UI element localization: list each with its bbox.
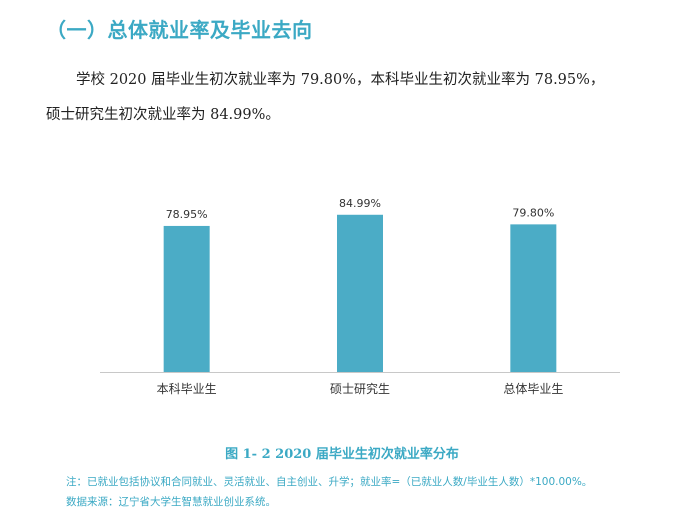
- bar-value-label-2: 84.99%: [339, 197, 381, 210]
- category-label-2: 硕士研究生: [330, 381, 390, 396]
- bar-3: [510, 224, 557, 372]
- figure-caption: 图 1- 2 2020 届毕业生初次就业率分布: [225, 447, 459, 462]
- summary-paragraph-line-1: 学校 2020 届毕业生初次就业率为 79.80%，本科毕业生初次就业率为 78…: [76, 72, 605, 88]
- section-title: （一）总体就业率及毕业去向: [46, 18, 313, 42]
- bar-2: [337, 214, 383, 372]
- labels-group: 78.95% 本科毕业生 84.99% 硕士研究生 79.80% 总体毕业生: [157, 197, 564, 396]
- bar-value-label-1: 78.95%: [166, 208, 208, 221]
- bar-1: [163, 225, 210, 372]
- data-source-note: 数据来源：辽宁省大学生智慧就业创业系统。: [66, 496, 276, 508]
- category-label-3: 总体毕业生: [503, 382, 563, 396]
- chart-note: 注：已就业包括协议和合同就业、灵活就业、自主创业、升学；就业率=（已就业人数/毕…: [66, 476, 593, 488]
- summary-paragraph-line-2: 硕士研究生初次就业率为 84.99%。: [46, 107, 280, 123]
- category-label-1: 本科毕业生: [157, 382, 217, 396]
- bar-value-label-3: 79.80%: [512, 206, 554, 219]
- bars-group: [163, 214, 557, 372]
